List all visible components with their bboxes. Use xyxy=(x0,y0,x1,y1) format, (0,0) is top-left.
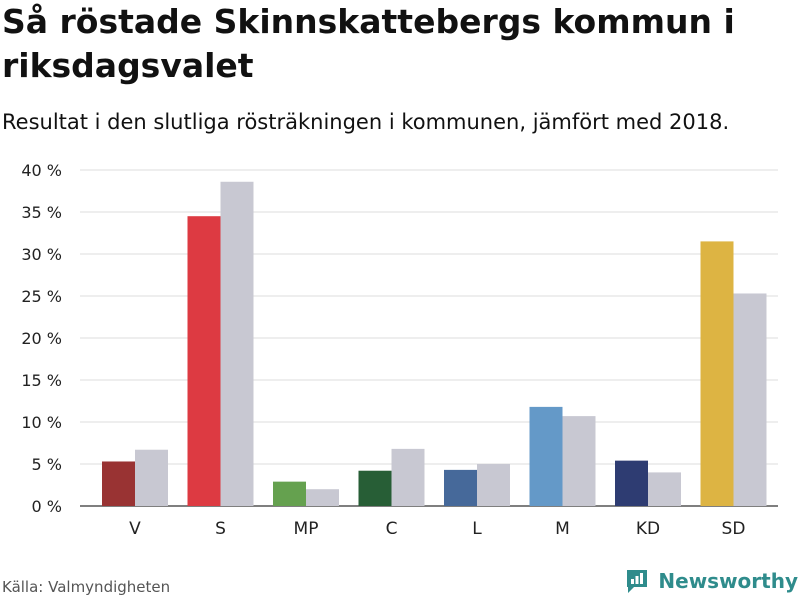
label-layer: 0 % 5 % 10 % 15 % 20 % 25 % 30 % 35 % 40 % V S MP C L… xyxy=(21,161,745,539)
bar-2018-KD xyxy=(648,472,681,506)
x-tick-label: KD xyxy=(636,519,660,539)
y-tick-label: 30 % xyxy=(21,245,62,264)
bar-2022-V xyxy=(102,461,135,506)
newsworthy-logo-icon xyxy=(627,570,648,593)
brand-name: Newsworthy xyxy=(658,569,798,593)
grid-layer xyxy=(80,169,778,507)
bar-2022-C xyxy=(358,470,392,506)
x-tick-label: SD xyxy=(722,519,746,539)
bar-2022-MP xyxy=(273,481,306,506)
y-tick-label: 5 % xyxy=(32,455,62,474)
x-tick-label: C xyxy=(386,519,398,539)
bar-2022-S xyxy=(187,216,221,506)
y-tick-label: 40 % xyxy=(21,161,62,180)
bar-2018-V xyxy=(135,449,168,506)
y-tick-label: 35 % xyxy=(21,203,62,222)
chart-title: Så röstade Skinnskattebergs kommun i rik… xyxy=(2,2,735,85)
y-tick-label: 10 % xyxy=(21,413,62,432)
bar-2018-SD xyxy=(733,293,767,506)
bar-2022-M xyxy=(529,406,563,506)
x-tick-label: M xyxy=(555,519,570,539)
brand-logo: Newsworthy xyxy=(624,568,798,594)
x-tick-label: L xyxy=(472,519,482,539)
bar-2018-MP xyxy=(306,489,339,506)
bar-2018-M xyxy=(562,416,596,506)
bar-2022-L xyxy=(444,469,477,506)
y-tick-label: 20 % xyxy=(21,329,62,348)
bar-2018-C xyxy=(391,448,425,506)
bar-2018-S xyxy=(220,181,254,506)
bar-chart: 0 % 5 % 10 % 15 % 20 % 25 % 30 % 35 % 40 % V S MP C L… xyxy=(21,161,778,539)
x-tick-label: MP xyxy=(294,519,319,539)
y-tick-label: 15 % xyxy=(21,371,62,390)
y-tick-label: 0 % xyxy=(32,497,62,516)
chart-subtitle: Resultat i den slutliga rösträkningen i … xyxy=(2,110,730,134)
bar-2022-SD xyxy=(700,241,734,506)
bar-layer xyxy=(102,181,767,506)
source-note: Källa: Valmyndigheten xyxy=(2,578,171,596)
y-tick-label: 25 % xyxy=(21,287,62,306)
x-tick-label: V xyxy=(129,519,141,539)
x-tick-label: S xyxy=(215,519,226,539)
bar-2018-L xyxy=(477,464,510,506)
bar-2022-KD xyxy=(615,460,648,506)
